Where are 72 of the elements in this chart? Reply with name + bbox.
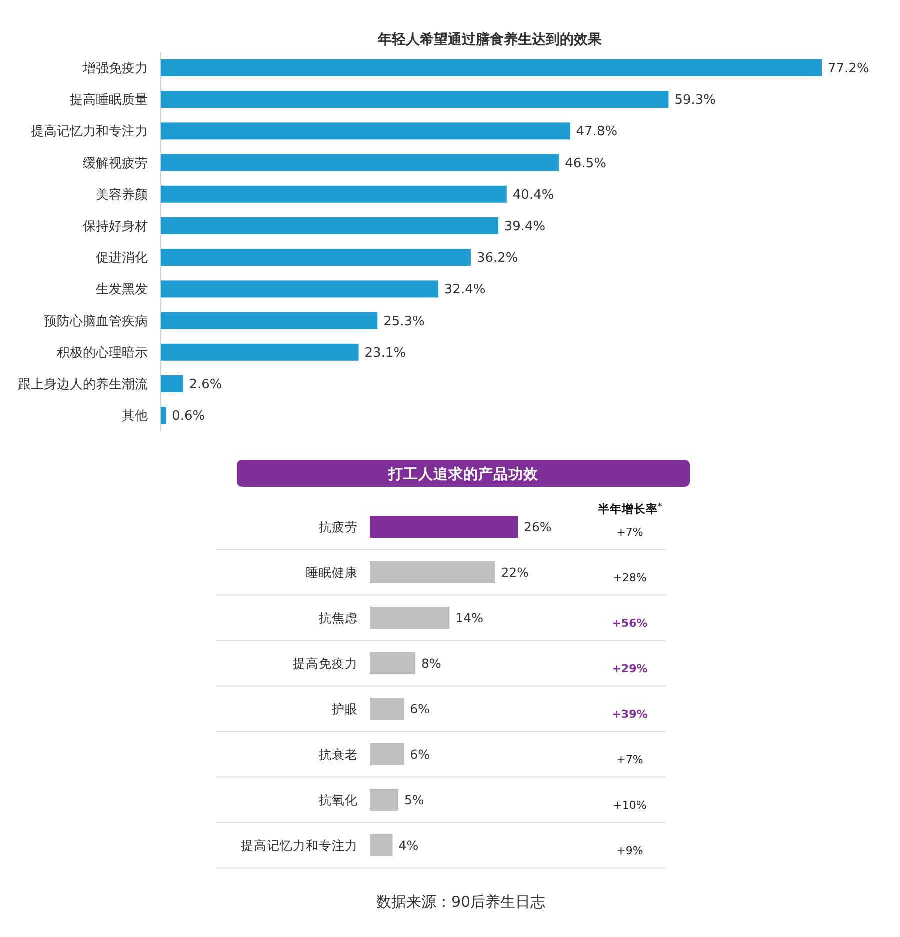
data-label: 8% [422,656,442,671]
data-label: 46.5% [565,156,606,172]
y-tick-label: 跟上身边人的养生潮流 [18,376,148,392]
bar [370,744,404,766]
y-tick-label: 保持好身材 [83,220,148,234]
y-tick-label: 增强免疫力 [82,62,148,76]
bar [370,562,496,584]
chart-title: 打工人追求的产品功效 [388,466,540,483]
bar [161,91,669,108]
text: +7% [616,526,644,539]
text: +39% [612,708,648,721]
text: +28% [613,572,647,584]
data-label: 4% [398,838,419,853]
bar [161,218,498,234]
data-label: 59.3% [674,93,716,108]
data-label: 5% [404,792,424,808]
bar [161,280,438,298]
y-tick-label: 美容养颜 [96,186,148,203]
y-tick-label: 预防心脑血管疾病 [44,313,148,330]
bar [370,834,393,856]
text: +10% [613,799,647,812]
y-tick-label: 抗疲劳 [319,520,358,534]
bar [161,154,560,172]
data-label: 36.2% [476,251,518,266]
data-label: 22% [501,565,530,580]
bar [161,249,471,266]
bar [370,698,404,720]
y-tick-label: 抗氧化 [319,792,358,808]
text: 半年增长率$^{*}$ [596,502,663,516]
y-tick-label: 抗焦虑 [319,610,358,626]
y-tick-label: 提高免疫力 [293,656,358,671]
text: +56% [612,617,648,630]
data-label: 6% [410,702,430,716]
bar [161,376,184,392]
data-label: 26% [524,520,552,534]
data-label: 14% [456,610,484,626]
bar [161,122,570,140]
bar [161,312,378,330]
bar [370,607,450,629]
y-tick-label: 护眼 [331,702,358,716]
data-label: 77.2% [828,62,870,76]
y-tick-label: 促进消化 [96,251,148,266]
bar [161,186,507,203]
data-label: 39.4% [504,220,546,234]
y-tick-label: 提高记忆力和专注力 [31,124,148,140]
data-label: 0.6% [172,409,206,424]
data-label: 2.6% [189,378,222,392]
data-label: 25.3% [384,314,425,330]
y-tick-label: 其他 [122,409,148,424]
bar [161,407,166,424]
y-tick-label: 积极的心理暗示 [57,344,148,361]
chart-title: 年轻人希望通过膳食养生达到的效果 [377,31,603,48]
bar [370,789,398,811]
y-tick-label: 提高睡眠质量 [70,92,148,108]
bar [370,516,518,538]
data-label: 32.4% [444,282,486,298]
text: +9% [616,844,644,858]
y-tick-label: 缓解视疲劳 [83,156,148,172]
text: +29% [612,662,648,676]
text: +7% [616,754,644,766]
source-note: 数据来源：90后养生日志 [376,893,546,911]
y-tick-label: 提高记忆力和专注力 [241,838,358,853]
bar [161,60,822,76]
data-label: 6% [410,747,430,762]
y-tick-label: 睡眠健康 [306,565,358,580]
y-tick-label: 抗衰老 [319,747,358,762]
data-label: 40.4% [512,188,554,203]
bar [161,344,359,361]
data-label: 47.8% [576,124,618,140]
data-label: 23.1% [364,346,406,361]
bar [370,652,416,674]
y-tick-label: 生发黑发 [96,282,148,298]
